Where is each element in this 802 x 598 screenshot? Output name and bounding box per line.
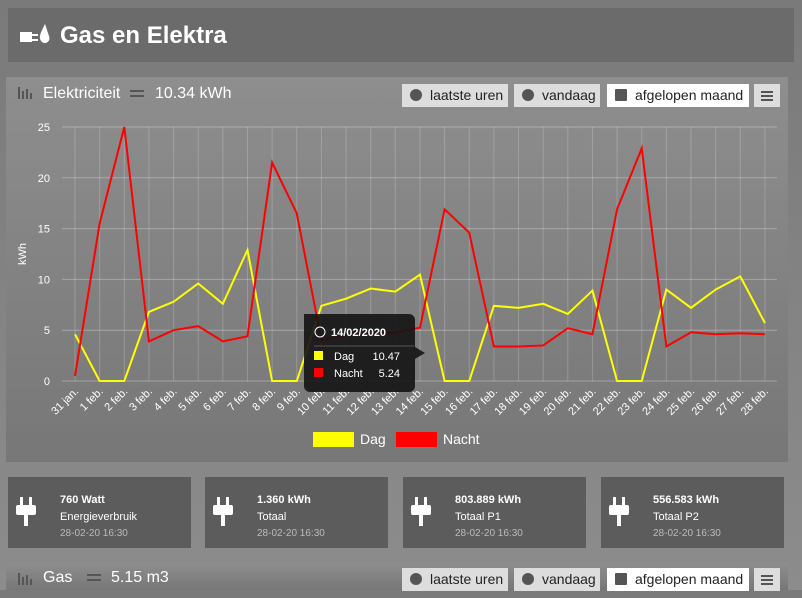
y-tick-label: 15	[38, 224, 50, 236]
panel-value: 10.34 kWh	[155, 85, 232, 102]
card: 556.583 kWh Totaal P2 28-02-20 16:30	[601, 477, 784, 548]
x-tick-label: 7 feb.	[226, 386, 254, 414]
button[interactable]: afgelopen maand	[607, 84, 749, 107]
tooltip-value: 10.47	[372, 351, 400, 363]
card-date: 28-02-20 16:30	[60, 528, 128, 539]
x-tick-label: 28 feb.	[739, 386, 771, 418]
header-icon	[20, 24, 50, 44]
card-date: 28-02-20 16:30	[455, 528, 523, 539]
line	[74, 246, 766, 382]
clock-icon	[314, 326, 326, 338]
button[interactable]: laatste uren	[402, 568, 508, 591]
panel-value: 5.15 m3	[111, 569, 169, 586]
button-label: laatste uren	[430, 571, 504, 587]
card-date: 28-02-20 16:30	[653, 528, 721, 539]
button-label: afgelopen maand	[635, 87, 744, 103]
tooltip-box	[304, 314, 425, 392]
header: Gas en Elektra	[8, 8, 794, 62]
card: 760 Watt Energieverbruik 28-02-20 16:30	[8, 477, 191, 548]
tooltip-name: Dag	[334, 351, 354, 363]
tooltip-date: 14/02/2020	[331, 327, 386, 339]
x-tick-label: 2 feb.	[102, 386, 130, 414]
x-tick-label: 6 feb.	[201, 386, 229, 414]
card-value: 1.360 kWh	[257, 494, 311, 506]
panel-title: Gas	[43, 569, 73, 586]
tooltip-swatch	[314, 368, 323, 377]
y-tick-label: 25	[38, 122, 50, 134]
x-tick-label: 31 jan.	[49, 386, 81, 418]
tooltip-swatch	[314, 351, 323, 360]
y-tick-label: 20	[38, 173, 50, 185]
line	[74, 126, 765, 377]
y-tick-label: 0	[44, 376, 50, 388]
legend-label: Nacht	[443, 431, 480, 447]
y-axis-label: kWh	[17, 243, 29, 265]
card: 803.889 kWh Totaal P1 28-02-20 16:30	[403, 477, 586, 548]
header-title: Gas en Elektra	[60, 22, 227, 49]
card-label: Energieverbruik	[60, 511, 138, 523]
card-value: 760 Watt	[60, 494, 105, 506]
card-date: 28-02-20 16:30	[257, 528, 325, 539]
button-label: vandaag	[542, 87, 596, 103]
button[interactable]: afgelopen maand	[607, 568, 749, 591]
card-value: 556.583 kWh	[653, 494, 720, 506]
electricity-panel: Elektriciteit 10.34 kWh laatste uren van…	[6, 77, 788, 462]
plug-icons	[16, 497, 629, 526]
equals-icon	[130, 90, 144, 97]
button-label: laatste uren	[430, 87, 504, 103]
equals-icon	[87, 574, 101, 581]
x-tick-label: 1 feb.	[78, 386, 106, 414]
card-value: 803.889 kWh	[455, 494, 522, 506]
card-label: Totaal P1	[455, 511, 501, 523]
chart-icon	[18, 87, 32, 99]
button[interactable]: vandaag	[514, 84, 600, 107]
y-tick-label: 10	[38, 274, 50, 286]
menu-button[interactable]	[754, 84, 780, 107]
y-tick-label: 5	[44, 325, 50, 337]
button[interactable]: vandaag	[514, 568, 600, 591]
card-label: Totaal	[257, 511, 287, 523]
chart: kWh 0 5 10 15 20 25 31 jan.1 feb.2 feb.3 feb.4…	[17, 122, 771, 447]
x-tick-label: 4 feb.	[152, 386, 180, 414]
gas-panel: Gas 5.15 m3 laatste uren vandaag afgelop…	[6, 563, 788, 591]
x-tick-label: 8 feb.	[250, 386, 278, 414]
legend-swatch	[396, 432, 437, 447]
x-tick-label: 5 feb.	[176, 386, 204, 414]
card-label: Totaal P2	[653, 511, 699, 523]
chart-icon	[18, 573, 32, 585]
tooltip-value: 5.24	[379, 368, 400, 380]
button-label: vandaag	[542, 571, 596, 587]
panel-title: Elektriciteit	[43, 85, 121, 102]
button[interactable]: laatste uren	[402, 84, 508, 107]
tooltip-name: Nacht	[334, 368, 363, 380]
legend-swatch	[313, 432, 354, 447]
tooltip: 14/02/2020 Dag 10.47 Nacht 5.24	[304, 314, 425, 392]
card: 1.360 kWh Totaal 28-02-20 16:30	[205, 477, 388, 548]
menu-button[interactable]	[754, 568, 780, 591]
legend-label: Dag	[360, 431, 386, 447]
x-tick-label: 3 feb.	[127, 386, 155, 414]
button-label: afgelopen maand	[635, 571, 744, 587]
